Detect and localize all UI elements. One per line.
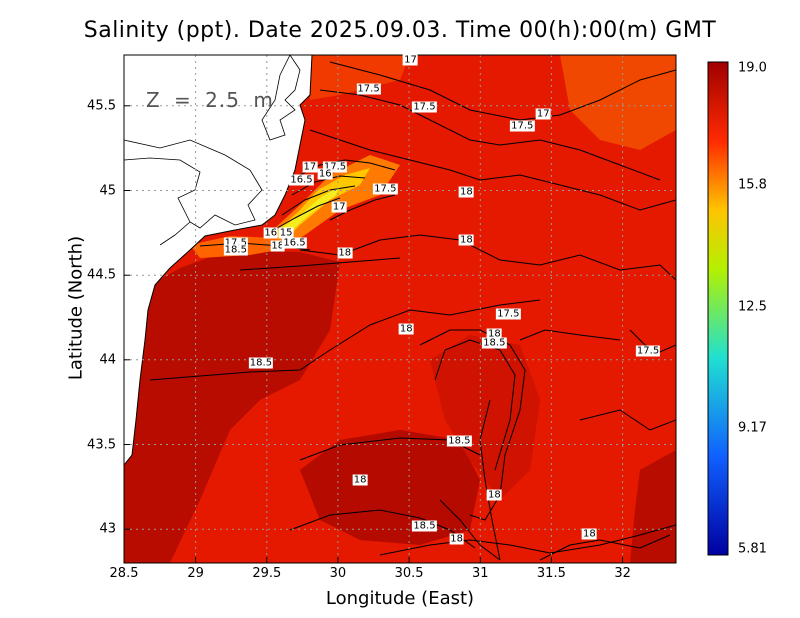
depth-label: Z = 2.5 m bbox=[146, 88, 274, 112]
contour-label: 17 bbox=[403, 54, 418, 66]
contour-label: 17.5 bbox=[635, 345, 661, 357]
x-axis-label: Longitude (East) bbox=[325, 588, 475, 609]
y-tick-label: 44 bbox=[99, 352, 116, 368]
y-tick-label: 45 bbox=[99, 183, 116, 198]
contour-label: 17.5 bbox=[373, 183, 398, 195]
contour-label: 16.5 bbox=[289, 174, 314, 186]
contour-label: 18 bbox=[449, 533, 464, 545]
y-tick-label: 45.5 bbox=[87, 98, 116, 114]
plot-area bbox=[124, 55, 676, 563]
x-tick-label: 29 bbox=[187, 566, 204, 581]
x-tick-label: 29.5 bbox=[252, 566, 282, 581]
gridlines bbox=[124, 55, 676, 563]
contour-label: 18 bbox=[352, 474, 368, 486]
contour-label: 18.5 bbox=[482, 337, 507, 349]
contour-label: 16.5 bbox=[282, 237, 307, 249]
colorbar-label: 12.5 bbox=[738, 299, 767, 315]
colorbar-label: 9.17 bbox=[738, 420, 767, 436]
x-tick-label: 28.5 bbox=[109, 566, 139, 581]
contour-label: 17.5 bbox=[223, 237, 248, 249]
x-tick-label: 30 bbox=[329, 566, 347, 581]
contour-label: 18 bbox=[459, 186, 474, 198]
contour-label: 17.5 bbox=[322, 161, 348, 173]
y-axis-label: Latitude (North) bbox=[65, 235, 87, 381]
x-tick-label: 32 bbox=[614, 566, 631, 581]
y-tick-label: 43.5 bbox=[87, 437, 116, 452]
lagoon-outline bbox=[261, 55, 301, 141]
x-tick-label: 31 bbox=[472, 566, 489, 581]
contour-label: 18.5 bbox=[412, 520, 437, 532]
y-tick-label: 43 bbox=[99, 521, 116, 537]
y-tick-label: 44.5 bbox=[87, 267, 116, 283]
tick-marks bbox=[124, 105, 624, 563]
river-outline bbox=[159, 221, 191, 246]
contour-label: 18 bbox=[459, 234, 474, 246]
high-salinity-region-south bbox=[300, 430, 480, 545]
contour-label: 17.5 bbox=[496, 308, 521, 320]
contour-label: 18.5 bbox=[248, 357, 274, 369]
contour-label: 18 bbox=[486, 328, 502, 340]
contour-label: 18 bbox=[398, 323, 414, 335]
contour-label: 16 bbox=[317, 168, 333, 180]
plot-frame bbox=[123, 54, 677, 564]
lake-outline bbox=[124, 139, 263, 229]
medium-region bbox=[430, 335, 540, 500]
contour-label: 18.5 bbox=[447, 435, 472, 447]
contour-label: 18 bbox=[270, 240, 286, 252]
plume-core bbox=[282, 186, 340, 230]
contour-label: 18 bbox=[337, 247, 353, 259]
land bbox=[124, 55, 312, 465]
colorbar-label: 19.0 bbox=[738, 60, 767, 76]
contour-label: 18.5 bbox=[223, 244, 248, 256]
colorbar-label: 5.81 bbox=[738, 541, 767, 557]
map-title: Salinity (ppt). Date 2025.09.03. Time 00… bbox=[83, 18, 717, 43]
contour-label: 17.5 bbox=[356, 83, 381, 95]
contour-label: 17.5 bbox=[412, 101, 437, 113]
x-tick-label: 31.5 bbox=[536, 566, 566, 581]
contour-label: 17 bbox=[535, 108, 551, 120]
lower-salinity-northeast bbox=[560, 55, 676, 150]
colorbar bbox=[707, 61, 729, 556]
coastline bbox=[124, 55, 313, 466]
contour-label: 18 bbox=[486, 489, 502, 501]
colorbar-label: 15.8 bbox=[738, 177, 767, 193]
high-salinity-region-west bbox=[124, 250, 340, 563]
contour-label: 17 bbox=[302, 161, 318, 173]
contour-label: 17.5 bbox=[510, 120, 535, 132]
lower-salinity-north bbox=[310, 55, 410, 100]
contour-label: 16 bbox=[263, 227, 279, 239]
contour-label: 17 bbox=[331, 201, 347, 213]
contour-label: 18 bbox=[581, 528, 597, 540]
x-tick-label: 30.5 bbox=[394, 566, 424, 581]
contour-label: 15 bbox=[278, 227, 294, 239]
